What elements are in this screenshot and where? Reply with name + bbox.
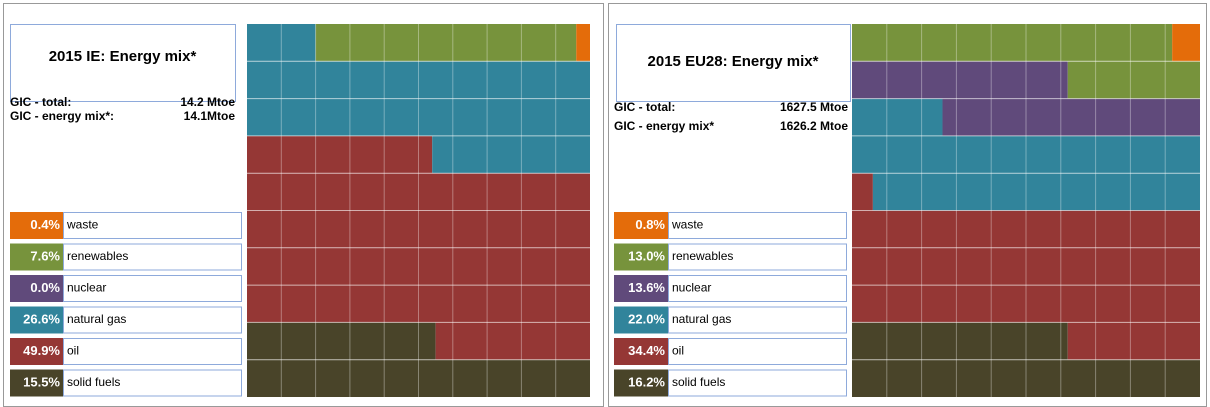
gic-value: 1627.5 Mtoe: [780, 100, 848, 114]
waffle-segment: [315, 24, 577, 62]
legend-name: waste: [66, 218, 99, 232]
chart-title: 2015 EU28: Energy mix*: [648, 53, 819, 70]
gic-value: 14.1Mtoe: [184, 109, 236, 123]
waffle-segment: [247, 98, 590, 136]
waffle-segment: [247, 322, 436, 360]
waffle-segment: [852, 285, 1200, 323]
legend-value: 13.0%: [628, 248, 665, 263]
legend-name: renewables: [67, 249, 128, 263]
waffle-segment: [852, 24, 1173, 62]
waffle-segment: [1172, 24, 1200, 62]
legend-value: 13.6%: [628, 280, 665, 295]
waffle-segment: [852, 135, 1200, 174]
waffle-segment: [247, 135, 433, 174]
legend-name-box: [668, 243, 847, 271]
legend-name-box: [63, 275, 242, 302]
legend-name: nuclear: [672, 281, 711, 295]
legend-name: solid fuels: [67, 375, 120, 389]
waffle-segment: [852, 210, 1200, 248]
gic-value: 14.2 Mtoe: [180, 95, 235, 109]
legend-swatch: [10, 212, 63, 239]
legend-name-box: [63, 243, 242, 271]
legend-value: 16.2%: [628, 374, 665, 389]
waffle-segment: [247, 173, 590, 211]
waffle-segment: [247, 359, 590, 397]
legend-value: 0.4%: [30, 217, 60, 232]
waffle-segment: [247, 247, 590, 286]
legend-name-box: [63, 338, 242, 365]
legend-name-box: [668, 212, 847, 239]
legend-swatch: [614, 243, 668, 271]
waffle-segment: [852, 98, 943, 136]
waffle-segment: [247, 61, 590, 99]
waffle-segment: [576, 24, 590, 62]
legend-name-box: [668, 275, 847, 302]
waffle-segment: [852, 322, 1068, 360]
legend-name: nuclear: [67, 281, 106, 295]
legend-name-box: [63, 212, 242, 239]
waffle-segment: [1067, 61, 1200, 99]
legend-swatch: [10, 369, 63, 397]
waffle-segment: [852, 247, 1200, 286]
legend-value: 7.6%: [30, 248, 60, 263]
waffle-segment: [247, 210, 590, 248]
legend-value: 0.0%: [30, 280, 60, 295]
gic-value: 1626.2 Mtoe: [780, 119, 848, 133]
waffle-segment: [942, 98, 1200, 136]
legend-name: renewables: [672, 249, 733, 263]
waffle-segment: [852, 173, 873, 211]
legend-swatch: [10, 306, 63, 334]
gic-label: GIC - energy mix*: [614, 119, 714, 133]
gic-label: GIC - total:: [614, 100, 675, 114]
title-box: [616, 24, 851, 102]
legend-swatch: [614, 212, 668, 239]
legend-swatch: [614, 306, 668, 334]
legend-value: 49.9%: [23, 343, 60, 358]
legend-name: waste: [671, 218, 704, 232]
title-box: [10, 24, 236, 102]
legend-value: 0.8%: [635, 217, 665, 232]
legend-name-box: [668, 338, 847, 365]
legend-name: natural gas: [672, 312, 731, 326]
legend-value: 34.4%: [628, 343, 665, 358]
waffle-segment: [247, 285, 590, 323]
legend-swatch: [10, 275, 63, 302]
waffle-segment: [852, 359, 1200, 397]
waffle-segment: [247, 24, 316, 62]
legend-value: 15.5%: [23, 374, 60, 389]
gic-label: GIC - total:: [10, 95, 71, 109]
waffle-segment: [432, 135, 590, 174]
legend-swatch: [10, 243, 63, 271]
legend-swatch: [10, 338, 63, 365]
legend-name: oil: [67, 344, 79, 358]
legend-swatch: [614, 369, 668, 397]
waffle-segment: [852, 61, 1068, 99]
legend-name-box: [63, 369, 242, 397]
gic-label: GIC - energy mix*:: [10, 109, 114, 123]
legend-name-box: [668, 369, 847, 397]
waffle-segment: [435, 322, 590, 360]
legend-swatch: [614, 338, 668, 365]
legend-name: oil: [672, 344, 684, 358]
legend-name-box: [63, 306, 242, 334]
legend-swatch: [614, 275, 668, 302]
legend-value: 22.0%: [628, 311, 665, 326]
legend-value: 26.6%: [23, 311, 60, 326]
waffle-segment: [1067, 322, 1200, 360]
chart-title: 2015 IE: Energy mix*: [49, 48, 197, 65]
legend-name: natural gas: [67, 312, 126, 326]
waffle-segment: [872, 173, 1200, 211]
legend-name-box: [668, 306, 847, 334]
legend-name: solid fuels: [672, 375, 725, 389]
